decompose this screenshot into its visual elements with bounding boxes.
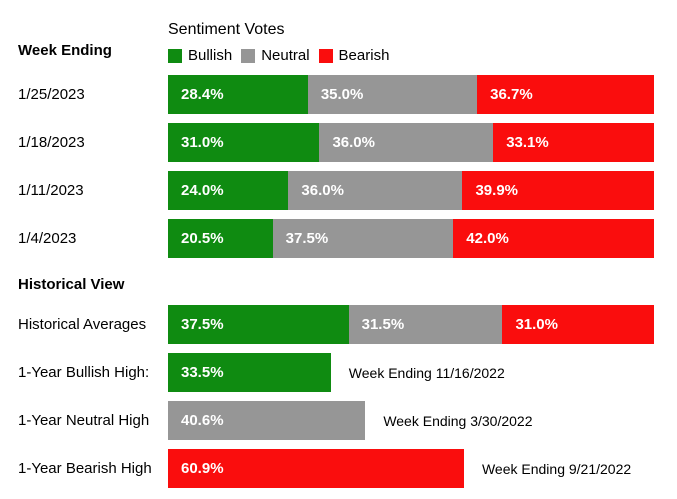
bar-segment-bullish: 28.4% (168, 75, 308, 114)
stacked-bar: 24.0% 36.0% 39.9% (168, 171, 654, 210)
bar-segment-bullish: 37.5% (168, 305, 349, 344)
bar-annotation: Week Ending 3/30/2022 (383, 412, 533, 429)
historical-row: 1-Year Bearish High 60.9% Week Ending 9/21… (18, 449, 654, 497)
bar-value-label: 39.9% (475, 182, 519, 199)
row-label: 1/25/2023 (18, 86, 85, 103)
row-label: 1-Year Bearish High (18, 460, 152, 477)
bar-value-label: 37.5% (181, 316, 224, 333)
stacked-bar: 20.5% 37.5% 42.0% (168, 219, 654, 258)
bar-value-label: 33.1% (506, 134, 549, 151)
historical-row: Historical Averages 37.5% 31.5% 31.0% (18, 305, 654, 353)
legend-swatch-bearish (318, 48, 333, 63)
bar-segment-neutral: 40.6% (168, 401, 366, 440)
legend-label: Bearish (338, 47, 390, 64)
bar-value-label: 35.0% (320, 86, 364, 103)
bar-segment-bearish: 39.9% (462, 171, 654, 210)
weekly-row: 1/18/2023 31.0% 36.0% 33.1% (18, 123, 655, 171)
chart-header: Week Ending Sentiment Votes Bullish Neutr… (18, 0, 654, 64)
bar-value-label: 40.6% (181, 412, 224, 429)
legend-label: Neutral (261, 47, 310, 64)
bar-segment-neutral: 35.0% (307, 75, 478, 114)
chart-title-block: Sentiment Votes Bullish Neutral Bearish (168, 21, 654, 64)
legend-item-bullish: Bullish (168, 47, 232, 64)
bar-value-label: 36.0% (332, 134, 375, 151)
stacked-bar: 31.0% 36.0% 33.1% (168, 123, 655, 162)
bar-value-label: 24.0% (181, 182, 224, 199)
single-bar-track: 33.5% Week Ending 11/16/2022 (168, 353, 654, 392)
weekly-rows-group: 1/25/2023 28.4% 35.0% 36.7% 1/18/2023 31.0% 36… (18, 75, 655, 267)
single-bar-track: 60.9% Week Ending 9/21/2022 (168, 449, 654, 488)
bar-segment-bullish: 20.5% (168, 219, 273, 258)
weekly-row: 1/4/2023 20.5% 37.5% 42.0% (18, 219, 654, 267)
legend: Bullish Neutral Bearish (168, 47, 654, 64)
bar-value-label: 33.5% (181, 364, 224, 381)
bar-value-label: 37.5% (285, 230, 329, 247)
bar-segment-bearish: 36.7% (477, 75, 655, 114)
historical-row: 1-Year Neutral High 40.6% Week Ending 3/30… (18, 401, 654, 449)
bar-segment-bearish: 31.0% (502, 305, 654, 344)
bar-segment-bullish: 33.5% (168, 353, 331, 392)
row-label: Historical Averages (18, 316, 147, 333)
bar-segment-neutral: 36.0% (288, 171, 463, 210)
bar-segment-neutral: 31.5% (348, 305, 503, 344)
bar-annotation: Week Ending 11/16/2022 (348, 364, 505, 381)
row-label: 1/11/2023 (18, 182, 84, 199)
row-label: 1-Year Neutral High (18, 412, 150, 429)
chart-title: Sentiment Votes (168, 21, 285, 38)
bar-segment-bullish: 24.0% (168, 171, 289, 210)
single-bar-track: 40.6% Week Ending 3/30/2022 (168, 401, 654, 440)
bar-segment-bearish: 33.1% (493, 123, 655, 162)
historical-row: 1-Year Bullish High: 33.5% Week Ending 11/… (18, 353, 654, 401)
bar-segment-bullish: 31.0% (168, 123, 320, 162)
bar-annotation: Week Ending 9/21/2022 (481, 460, 632, 477)
row-label: 1/4/2023 (18, 230, 77, 247)
bar-value-label: 28.4% (181, 86, 224, 103)
stacked-bar: 28.4% 35.0% 36.7% (168, 75, 655, 114)
bar-value-label: 42.0% (466, 230, 509, 247)
row-label: 1/18/2023 (18, 134, 85, 151)
legend-swatch-bullish (168, 48, 182, 63)
bar-value-label: 36.0% (301, 182, 344, 199)
legend-item-neutral: Neutral (241, 47, 310, 64)
bar-segment-neutral: 36.0% (319, 123, 494, 162)
bar-value-label: 36.7% (490, 86, 533, 103)
bar-segment-neutral: 37.5% (272, 219, 454, 258)
bar-value-label: 31.5% (361, 316, 405, 333)
bar-value-label: 60.9% (181, 460, 224, 477)
weekly-row: 1/25/2023 28.4% 35.0% 36.7% (18, 75, 655, 123)
bar-value-label: 31.0% (515, 316, 558, 333)
week-ending-heading: Week Ending (18, 42, 112, 59)
row-label: 1-Year Bullish High: (18, 364, 150, 381)
stacked-bar: 37.5% 31.5% 31.0% (168, 305, 654, 344)
bar-segment-bearish: 42.0% (453, 219, 654, 258)
legend-label: Bullish (188, 47, 233, 64)
legend-item-bearish: Bearish (318, 47, 390, 64)
bar-value-label: 31.0% (181, 134, 224, 151)
legend-swatch-neutral (241, 48, 256, 63)
historical-view-heading: Historical View (18, 276, 125, 293)
bar-value-label: 20.5% (181, 230, 224, 247)
bar-segment-bearish: 60.9% (168, 449, 464, 488)
weekly-row: 1/11/2023 24.0% 36.0% 39.9% (18, 171, 654, 219)
historical-rows-group: Historical Averages 37.5% 31.5% 31.0% 1-Year… (18, 305, 654, 497)
